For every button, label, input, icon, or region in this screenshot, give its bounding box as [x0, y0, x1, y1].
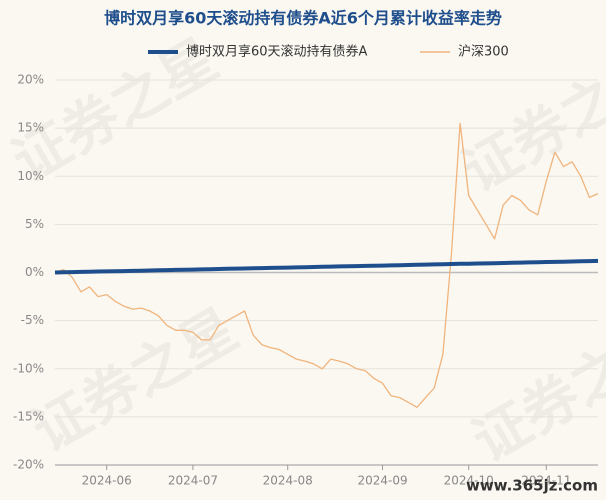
x-tick-label: 2024-11	[521, 474, 571, 488]
watermark: 证券之星	[462, 307, 606, 475]
series-line	[54, 258, 599, 275]
y-tick-label: 10%	[17, 169, 44, 183]
x-tick-label: 2024-10	[444, 474, 494, 488]
x-tick-label: 2024-09	[357, 474, 407, 488]
source: www.365jz.com	[466, 477, 598, 495]
legend-label: 沪深300	[458, 44, 509, 60]
y-tick-label: -15%	[13, 409, 44, 423]
y-tick-label: -20%	[13, 458, 44, 472]
y-tick-label: -10%	[13, 361, 44, 375]
y-tick-label: 15%	[17, 121, 44, 135]
y-tick-label: 20%	[17, 73, 44, 87]
y-tick-label: 0%	[25, 265, 44, 279]
legend-label: 博时双月享60天滚动持有债券A	[186, 44, 368, 60]
x-tick-label: 2024-08	[263, 474, 313, 488]
y-tick-label: -5%	[21, 313, 44, 327]
watermark: 证券之星	[22, 297, 248, 465]
x-tick-label: 2024-07	[168, 474, 218, 488]
y-tick-label: 5%	[25, 217, 44, 231]
x-tick-label: 2024-06	[82, 474, 132, 488]
watermarks: 证券之星 证券之星 证券之星 证券之星	[2, 27, 606, 475]
chart-title: 博时双月享60天滚动持有债券A近6个月累计收益率走势	[104, 9, 502, 28]
series-line	[54, 122, 599, 408]
